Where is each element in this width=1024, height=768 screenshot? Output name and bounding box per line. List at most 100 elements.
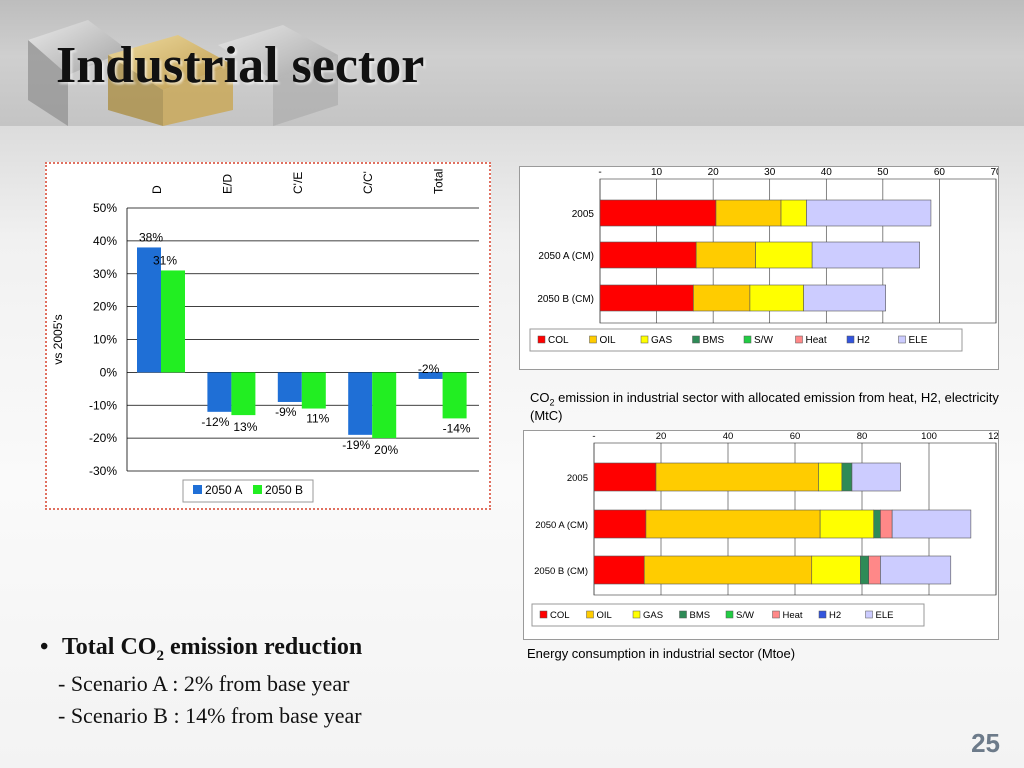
- y-axis-label: vs 2005's: [51, 314, 65, 364]
- x-tick-label: -: [598, 167, 601, 178]
- stacked-bar-segment: [693, 284, 751, 312]
- stacked-bar-segment: [599, 284, 694, 312]
- legend-label: 2050 B: [265, 483, 303, 497]
- data-label: 20%: [374, 443, 398, 457]
- legend-swatch: [539, 610, 548, 619]
- legend-label: H2: [857, 335, 870, 346]
- stacked-bar-segment: [891, 509, 972, 539]
- legend-label: OIL: [600, 335, 617, 346]
- reduction-chart-panel: 50% 40% 30% 20% 10% 0% -10% -20% -30% vs 2005's D 3…: [45, 162, 491, 510]
- legend-label: S/W: [754, 335, 773, 346]
- bullet-section: • Total CO2 emission reduction - Scenario…: [40, 634, 500, 729]
- y-tick-label: 40%: [93, 234, 117, 248]
- slide-title: Industrial sector: [56, 37, 425, 94]
- energy-chart: - 20 40 60 80 100 120 2005 2050 A (CM) 2050 B (CM…: [531, 431, 1004, 627]
- stacked-bar-segment: [819, 509, 875, 539]
- stacked-bar-segment: [593, 555, 645, 585]
- x-tick-label: 30: [764, 167, 776, 178]
- legend-label: BMS: [703, 335, 725, 346]
- legend-swatch: [898, 335, 906, 344]
- legend-label: COL: [548, 335, 569, 346]
- stacked-bar-segment: [811, 241, 920, 269]
- stacked-bar-segment: [860, 555, 870, 585]
- legend-swatch: [586, 610, 594, 619]
- stacked-bar-segment: [599, 199, 717, 227]
- x-tick-label: 60: [934, 167, 946, 178]
- data-label: 38%: [139, 230, 163, 244]
- y-category-label: 2050 A (CM): [535, 520, 588, 531]
- legend-swatch: [692, 335, 700, 344]
- data-label: 13%: [233, 420, 257, 434]
- y-category-label: 2005: [572, 209, 595, 220]
- stacked-bar-segment: [645, 509, 821, 539]
- stacked-bar-segment: [851, 462, 901, 492]
- legend-swatch: [818, 610, 827, 619]
- legend-label: Heat: [783, 610, 803, 621]
- x-tick-label: 50: [877, 167, 889, 178]
- y-tick-label: -20%: [89, 431, 117, 445]
- legend-box: [182, 479, 314, 503]
- y-category-label: 2005: [567, 473, 588, 484]
- stacked-bar-segment: [873, 509, 881, 539]
- bar: [372, 372, 397, 439]
- data-label: -9%: [275, 405, 297, 419]
- legend-label: ELE: [909, 335, 928, 346]
- bar: [207, 372, 232, 412]
- legend-swatch: [537, 335, 546, 344]
- bar: [348, 372, 373, 435]
- stacked-bar-segment: [780, 199, 807, 227]
- energy-chart-panel: - 20 40 60 80 100 120 2005 2050 A (CM) 2050 B (CM…: [523, 430, 1004, 640]
- bar: [418, 372, 443, 379]
- x-tick-label: 80: [857, 431, 868, 442]
- legend-swatch: [589, 335, 597, 344]
- legend-label: Heat: [806, 335, 827, 346]
- legend-label: OIL: [597, 610, 612, 621]
- stacked-bar-segment: [811, 555, 861, 585]
- data-label: 11%: [306, 412, 329, 426]
- bar: [277, 372, 302, 402]
- co2-chart-caption: CO2 emission in industrial sector with a…: [530, 390, 1000, 423]
- legend-swatch: [865, 610, 873, 619]
- bullet-dot-icon: •: [40, 634, 49, 660]
- y-tick-label: -30%: [89, 464, 117, 478]
- legend-swatch: [640, 335, 649, 344]
- scenario-a-line: - Scenario A : 2% from base year: [58, 670, 350, 696]
- bar: [231, 372, 256, 416]
- stacked-bar-segment: [695, 241, 756, 269]
- legend-label: GAS: [643, 610, 663, 621]
- data-label: -14%: [443, 421, 471, 435]
- bullet-title-subscript: 2: [156, 647, 164, 664]
- y-tick-label: -10%: [89, 398, 117, 412]
- x-tick-label: 60: [790, 431, 801, 442]
- bullet-title-text: emission reduction: [163, 634, 363, 660]
- bar: [301, 372, 326, 409]
- x-tick-label: 10: [651, 167, 663, 178]
- x-category-label: Total: [432, 169, 446, 194]
- data-label: 31%: [153, 253, 177, 267]
- stacked-bar-segment: [593, 462, 657, 492]
- stacked-bar-segment: [806, 199, 932, 227]
- co2-caption-text: emission in industrial sector with alloc…: [530, 390, 999, 423]
- legend-swatch: [193, 485, 202, 494]
- legend-label: ELE: [876, 610, 894, 621]
- data-label: -19%: [342, 438, 370, 452]
- y-category-label: 2050 A (CM): [538, 251, 594, 262]
- x-tick-label: 100: [921, 431, 937, 442]
- legend-swatch: [632, 610, 641, 619]
- x-tick-label: 20: [656, 431, 667, 442]
- data-label: -2%: [418, 362, 440, 376]
- stacked-bar-segment: [803, 284, 886, 312]
- bar: [442, 372, 467, 419]
- stacked-bar-segment: [880, 509, 893, 539]
- x-category-label: C'/E: [291, 172, 305, 194]
- y-tick-label: 30%: [93, 267, 117, 281]
- stacked-bar-segment: [643, 555, 813, 585]
- stacked-bar-segment: [655, 462, 819, 492]
- x-tick-label: 40: [821, 167, 833, 178]
- x-tick-label: 70: [990, 167, 998, 178]
- legend-label: GAS: [651, 335, 672, 346]
- legend-label: BMS: [690, 610, 711, 621]
- bar: [161, 270, 185, 373]
- reduction-chart: 50% 40% 30% 20% 10% 0% -10% -20% -30% vs 2005's D 3…: [51, 169, 479, 503]
- legend-label: S/W: [736, 610, 754, 621]
